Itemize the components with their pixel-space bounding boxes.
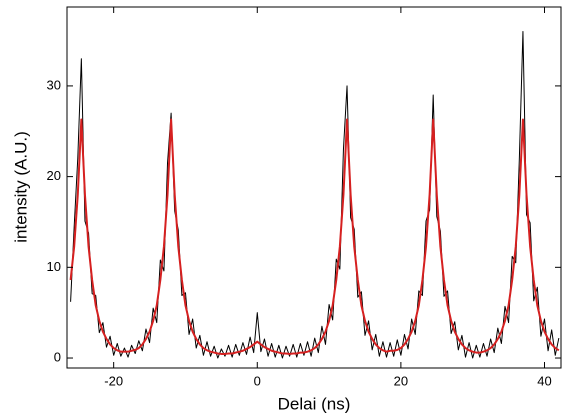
y-tick-label: 0 <box>54 349 61 364</box>
y-tick-label: 20 <box>47 168 61 183</box>
series-line <box>70 30 560 359</box>
x-tick-label: 40 <box>537 373 551 388</box>
x-tick-label: -20 <box>104 373 123 388</box>
x-axis-title: Delai (ns) <box>278 394 351 413</box>
y-axis-title: intensity (A.U.) <box>11 131 30 242</box>
plot-area <box>69 30 560 359</box>
plot-frame <box>66 6 562 369</box>
y-tick-label: 30 <box>47 77 61 92</box>
x-tick-label: 20 <box>394 373 408 388</box>
y-tick-label: 10 <box>47 259 61 274</box>
series-line <box>69 118 560 355</box>
x-tick-label: 0 <box>254 373 261 388</box>
